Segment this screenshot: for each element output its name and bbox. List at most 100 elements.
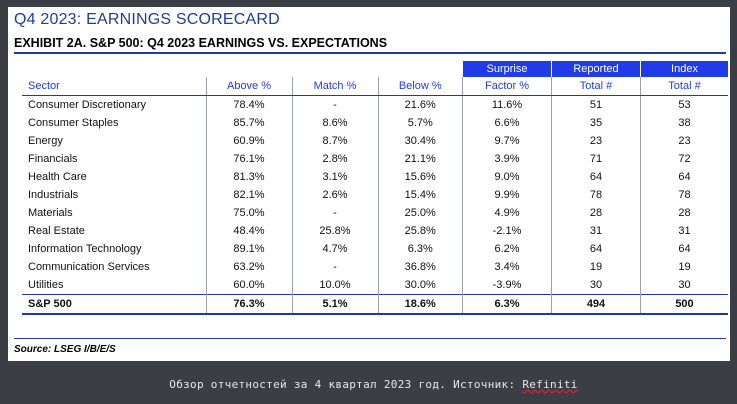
col-header-below: Below % [377, 77, 463, 96]
col-header-factor: Factor % [462, 77, 552, 96]
cell-above: 75.0% [205, 204, 292, 222]
table-row: Consumer Staples 85.7% 8.6% 5.7% 6.6% 35 38 [22, 114, 728, 132]
cell-above: 60.0% [205, 276, 292, 295]
cell-factor: 6.2% [462, 240, 552, 258]
cell-index: 31 [640, 222, 728, 240]
cell-sector: S&P 500 [22, 294, 206, 315]
table-total-row: S&P 500 76.3% 5.1% 18.6% 6.3% 494 500 [22, 294, 728, 315]
table-row: Materials 75.0% -25.0% 4.9% 28 28 [22, 204, 728, 222]
table-row: Financials 76.1% 2.8% 21.1% 3.9% 71 72 [22, 150, 728, 168]
cell-factor: 9.7% [462, 132, 552, 150]
cell-match: - [291, 95, 378, 114]
cell-below: 21.1% [377, 150, 463, 168]
cell-factor: 4.9% [462, 204, 552, 222]
cell-factor: 6.6% [462, 114, 552, 132]
cell-below: 15.6% [377, 168, 463, 186]
cell-sector: Information Technology [28, 243, 142, 255]
cell-above: 76.1% [205, 150, 292, 168]
cell-reported: 31 [551, 222, 641, 240]
cell-reported: 494 [551, 294, 641, 315]
cell-sector: Materials [28, 207, 73, 219]
cell-sector: Consumer Discretionary [28, 99, 146, 111]
cell-above: 76.3% [205, 294, 292, 315]
cell-match: 4.7% [291, 240, 378, 258]
cell-below: 30.4% [377, 132, 463, 150]
column-header-row: Sector Above % Match % Below % Factor % … [22, 77, 728, 96]
group-header-row: Surprise Reported Index [22, 61, 728, 77]
table-row: Utilities 60.0% 10.0% 30.0% -3.9% 30 30 [22, 276, 728, 295]
cell-above: 63.2% [205, 258, 292, 276]
cell-index: 78 [640, 186, 728, 204]
cell-below: 21.6% [377, 95, 463, 114]
cell-index: 64 [640, 240, 728, 258]
cell-reported: 28 [551, 204, 641, 222]
cell-index: 53 [640, 95, 728, 114]
cell-reported: 78 [551, 186, 641, 204]
cell-sector: Health Care [28, 171, 87, 183]
cell-below: 6.3% [377, 240, 463, 258]
cell-reported: 35 [551, 114, 641, 132]
cell-reported: 64 [551, 240, 641, 258]
cell-match: 2.6% [291, 186, 378, 204]
source-note: Source: LSEG I/B/E/S [14, 344, 116, 355]
cell-index: 500 [640, 294, 728, 315]
cell-reported: 19 [551, 258, 641, 276]
col-header-sector: Sector [22, 77, 206, 96]
cell-index: 28 [640, 204, 728, 222]
cell-match: - [291, 258, 378, 276]
cell-factor: 3.4% [462, 258, 552, 276]
cell-factor: 11.6% [462, 95, 552, 114]
cell-match: 25.8% [291, 222, 378, 240]
top-rule [14, 52, 726, 54]
cell-index: 64 [640, 168, 728, 186]
cell-above: 81.3% [205, 168, 292, 186]
cell-match: - [291, 204, 378, 222]
cell-above: 82.1% [205, 186, 292, 204]
earnings-table: Surprise Reported Index Sector Above % M… [22, 61, 728, 315]
group-header-surprise: Surprise [462, 61, 552, 77]
cell-factor: 3.9% [462, 150, 552, 168]
cell-sector: Industrials [28, 189, 79, 201]
cell-match: 10.0% [291, 276, 378, 295]
cell-below: 36.8% [377, 258, 463, 276]
cell-below: 15.4% [377, 186, 463, 204]
bottom-rule [14, 338, 726, 339]
cell-above: 89.1% [205, 240, 292, 258]
cell-index: 72 [640, 150, 728, 168]
cell-factor: -2.1% [462, 222, 552, 240]
cell-below: 30.0% [377, 276, 463, 295]
table-row: Information Technology 89.1% 4.7% 6.3% 6.2% 6… [22, 240, 728, 258]
cell-match: 8.6% [291, 114, 378, 132]
cell-reported: 64 [551, 168, 641, 186]
cell-index: 30 [640, 276, 728, 295]
col-header-index-total: Total # [640, 77, 728, 96]
cell-match: 5.1% [291, 294, 378, 315]
cell-above: 48.4% [205, 222, 292, 240]
cell-reported: 30 [551, 276, 641, 295]
cell-index: 19 [640, 258, 728, 276]
cell-index: 38 [640, 114, 728, 132]
cell-above: 78.4% [205, 95, 292, 114]
cell-sector: Utilities [28, 279, 64, 291]
group-header-empty [206, 61, 292, 77]
col-header-match: Match % [291, 77, 378, 96]
group-header-empty [292, 61, 378, 77]
caption-source-name: Refiniti [522, 378, 578, 391]
col-header-reported-total: Total # [551, 77, 641, 96]
cell-factor: 9.0% [462, 168, 552, 186]
cell-sector: Financials [28, 153, 78, 165]
table-row: Real Estate 48.4% 25.8% 25.8% -2.1% 31 31 [22, 222, 728, 240]
cell-above: 60.9% [205, 132, 292, 150]
cell-factor: 6.3% [462, 294, 552, 315]
page-title: Q4 2023: EARNINGS SCORECARD [14, 11, 280, 28]
caption-text: Обзор отчетностей за 4 квартал 2023 год.… [169, 378, 523, 391]
cell-sector: Real Estate [28, 225, 85, 237]
cell-below: 18.6% [377, 294, 463, 315]
cell-sector: Communication Services [28, 261, 150, 273]
table-row: Communication Services 63.2% -36.8% 3.4% 19 1… [22, 258, 728, 276]
cell-above: 85.7% [205, 114, 292, 132]
table-row: Consumer Discretionary 78.4% -21.6% 11.6% 51… [22, 95, 728, 114]
cell-match: 2.8% [291, 150, 378, 168]
group-header-empty [22, 61, 206, 77]
cell-sector: Energy [28, 135, 63, 147]
